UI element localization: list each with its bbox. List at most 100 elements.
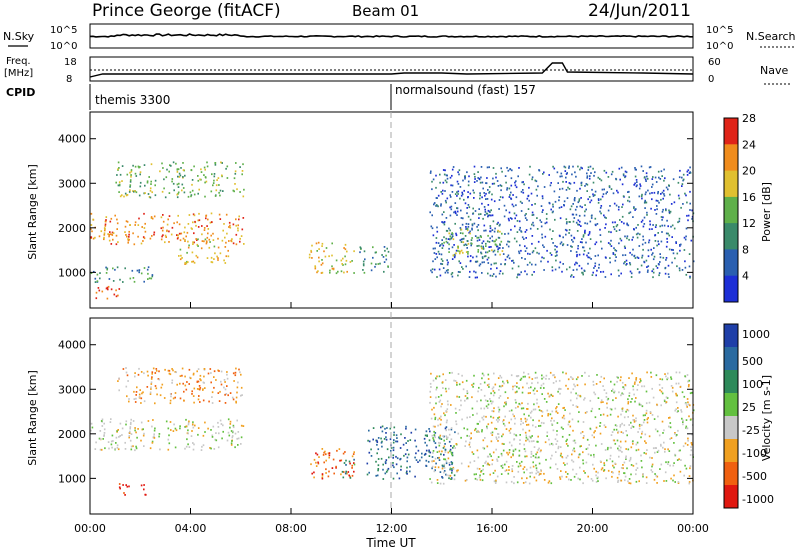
- heat-cell: [442, 181, 445, 184]
- heat-cell: [126, 485, 129, 488]
- heat-cell: [169, 421, 172, 423]
- heat-cell: [688, 482, 691, 485]
- heat-cell: [486, 166, 489, 169]
- heat-cell: [478, 177, 481, 180]
- colorbar-swatch: [724, 249, 738, 277]
- heat-cell: [142, 428, 144, 431]
- heat-cell: [541, 393, 543, 395]
- heat-cell: [108, 233, 110, 236]
- heat-cell: [580, 445, 582, 447]
- heat-cell: [451, 451, 454, 454]
- heat-cell: [496, 438, 498, 440]
- heat-cell: [493, 249, 496, 252]
- heat-cell: [433, 460, 435, 462]
- heat-cell: [213, 386, 215, 389]
- heat-cell: [125, 371, 128, 374]
- heat-cell: [579, 168, 581, 171]
- heat-cell: [559, 175, 561, 178]
- heat-cell: [560, 206, 563, 208]
- heat-cell: [110, 443, 113, 446]
- heat-cell: [514, 399, 517, 401]
- heat-cell: [389, 427, 392, 430]
- heat-cell: [476, 478, 479, 481]
- heat-cell: [320, 272, 323, 274]
- heat-cell: [470, 244, 472, 247]
- heat-cell: [486, 240, 489, 243]
- heat-cell: [105, 272, 108, 274]
- heat-cell: [625, 458, 627, 460]
- heat-cell: [497, 230, 499, 233]
- heat-cell: [228, 226, 230, 228]
- heat-cell: [172, 161, 175, 164]
- heat-cell: [611, 170, 614, 173]
- heat-cell: [472, 207, 474, 210]
- heat-cell: [400, 465, 402, 468]
- heat-cell: [381, 254, 383, 256]
- heat-cell: [532, 213, 535, 216]
- heat-cell: [572, 460, 575, 463]
- heat-cell: [134, 429, 136, 432]
- heat-cell: [479, 235, 482, 237]
- heat-cell: [632, 426, 635, 428]
- heat-cell: [108, 447, 110, 450]
- heat-cell: [203, 375, 205, 378]
- heat-cell: [518, 387, 520, 390]
- heat-cell: [514, 385, 516, 387]
- heat-cell: [584, 371, 586, 374]
- heat-cell: [395, 463, 398, 466]
- heat-cell: [511, 169, 513, 172]
- heat-cell: [316, 453, 319, 456]
- heat-cell: [487, 373, 490, 376]
- heat-cell: [478, 239, 481, 241]
- heat-cell: [469, 416, 471, 418]
- heat-cell: [95, 291, 98, 294]
- heat-cell: [498, 436, 500, 439]
- heat-cell: [548, 174, 550, 176]
- heat-cell: [220, 383, 223, 386]
- heat-cell: [526, 382, 528, 385]
- heat-cell: [532, 461, 534, 464]
- heat-cell: [641, 424, 643, 427]
- heat-cell: [487, 462, 489, 465]
- heat-cell: [164, 196, 167, 199]
- heat-cell: [431, 188, 433, 191]
- heat-cell: [446, 400, 449, 403]
- heat-cell: [437, 396, 440, 398]
- heat-cell: [213, 179, 215, 182]
- heat-cell: [659, 389, 661, 392]
- heat-cell: [522, 428, 524, 431]
- heat-cell: [663, 429, 665, 432]
- heat-cell: [150, 388, 152, 390]
- heat-cell: [533, 403, 535, 406]
- heat-cell: [654, 240, 657, 242]
- heat-cell: [393, 439, 395, 441]
- heat-cell: [505, 428, 508, 430]
- heat-cell: [415, 445, 418, 448]
- heat-cell: [237, 224, 239, 227]
- heat-cell: [482, 465, 484, 467]
- heat-cell: [433, 413, 436, 416]
- heat-cell: [183, 390, 185, 393]
- heat-cell: [366, 473, 369, 476]
- heat-cell: [146, 268, 149, 271]
- heat-cell: [473, 173, 476, 175]
- heat-cell: [651, 198, 653, 201]
- heat-cell: [149, 447, 152, 450]
- heat-cell: [497, 456, 500, 458]
- nsky-tick-top: 10^5: [50, 25, 77, 36]
- heat-cell: [528, 376, 531, 379]
- heat-cell: [559, 478, 562, 480]
- heat-cell: [489, 230, 491, 233]
- heat-cell: [613, 383, 616, 386]
- heat-cell: [657, 200, 659, 202]
- heat-cell: [557, 182, 559, 184]
- heat-cell: [606, 448, 609, 451]
- heat-cell: [457, 246, 459, 248]
- heat-cell: [242, 217, 245, 219]
- heat-cell: [535, 479, 538, 482]
- heat-cell: [504, 263, 506, 266]
- heat-cell: [462, 251, 464, 254]
- heat-cell: [604, 449, 607, 451]
- heat-cell: [541, 211, 544, 213]
- heat-cell: [685, 194, 687, 197]
